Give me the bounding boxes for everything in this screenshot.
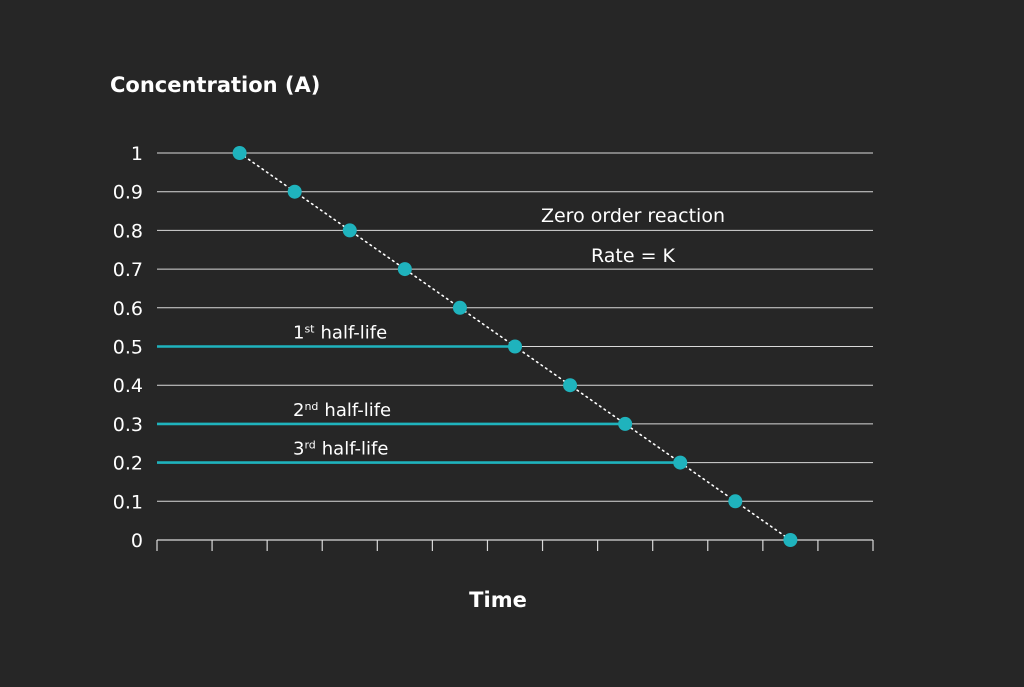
half-life-label: 3rd half-life [293,438,388,460]
y-tick-label: 0.8 [113,220,143,242]
data-point [397,262,412,277]
data-point [618,416,633,431]
data-point [728,494,743,509]
half-life-lines: 1st half-life 2nd half-life 3rd half-life [157,322,681,464]
y-tick-label: 0.1 [113,491,143,513]
data-point [783,533,798,547]
data-point [508,339,522,354]
y-tick-label: 0 [131,530,143,552]
y-tick-label: 0.6 [113,298,143,320]
y-tick-label: 0.2 [113,453,143,475]
y-tick-label: 0.7 [113,259,143,281]
data-point [673,455,688,470]
y-axis-label: Concentration (A) [110,73,320,97]
annotation-rate: Rate = K [591,245,676,267]
y-tick-label: 0.3 [113,414,143,436]
y-tick-label: 1 [131,143,143,165]
x-axis-label: Time [469,588,527,612]
data-point [287,184,302,199]
x-axis [156,539,874,551]
data-point [342,223,357,238]
data-point [452,300,467,315]
half-life-label: 2nd half-life [293,399,391,421]
grid-lines [157,152,873,502]
y-tick-label: 0.5 [113,337,143,359]
data-point [563,378,578,393]
y-tick-labels: 0 0.1 0.2 0.3 0.4 0.5 0.6 0.7 0.8 0.9 1 [113,143,143,552]
half-life-label: 1st half-life [293,322,387,344]
y-tick-label: 0.4 [113,375,143,397]
y-tick-label: 0.9 [113,182,143,204]
annotation-zero-order: Zero order reaction [541,205,725,227]
data-point [232,146,247,160]
data-points [232,146,798,547]
